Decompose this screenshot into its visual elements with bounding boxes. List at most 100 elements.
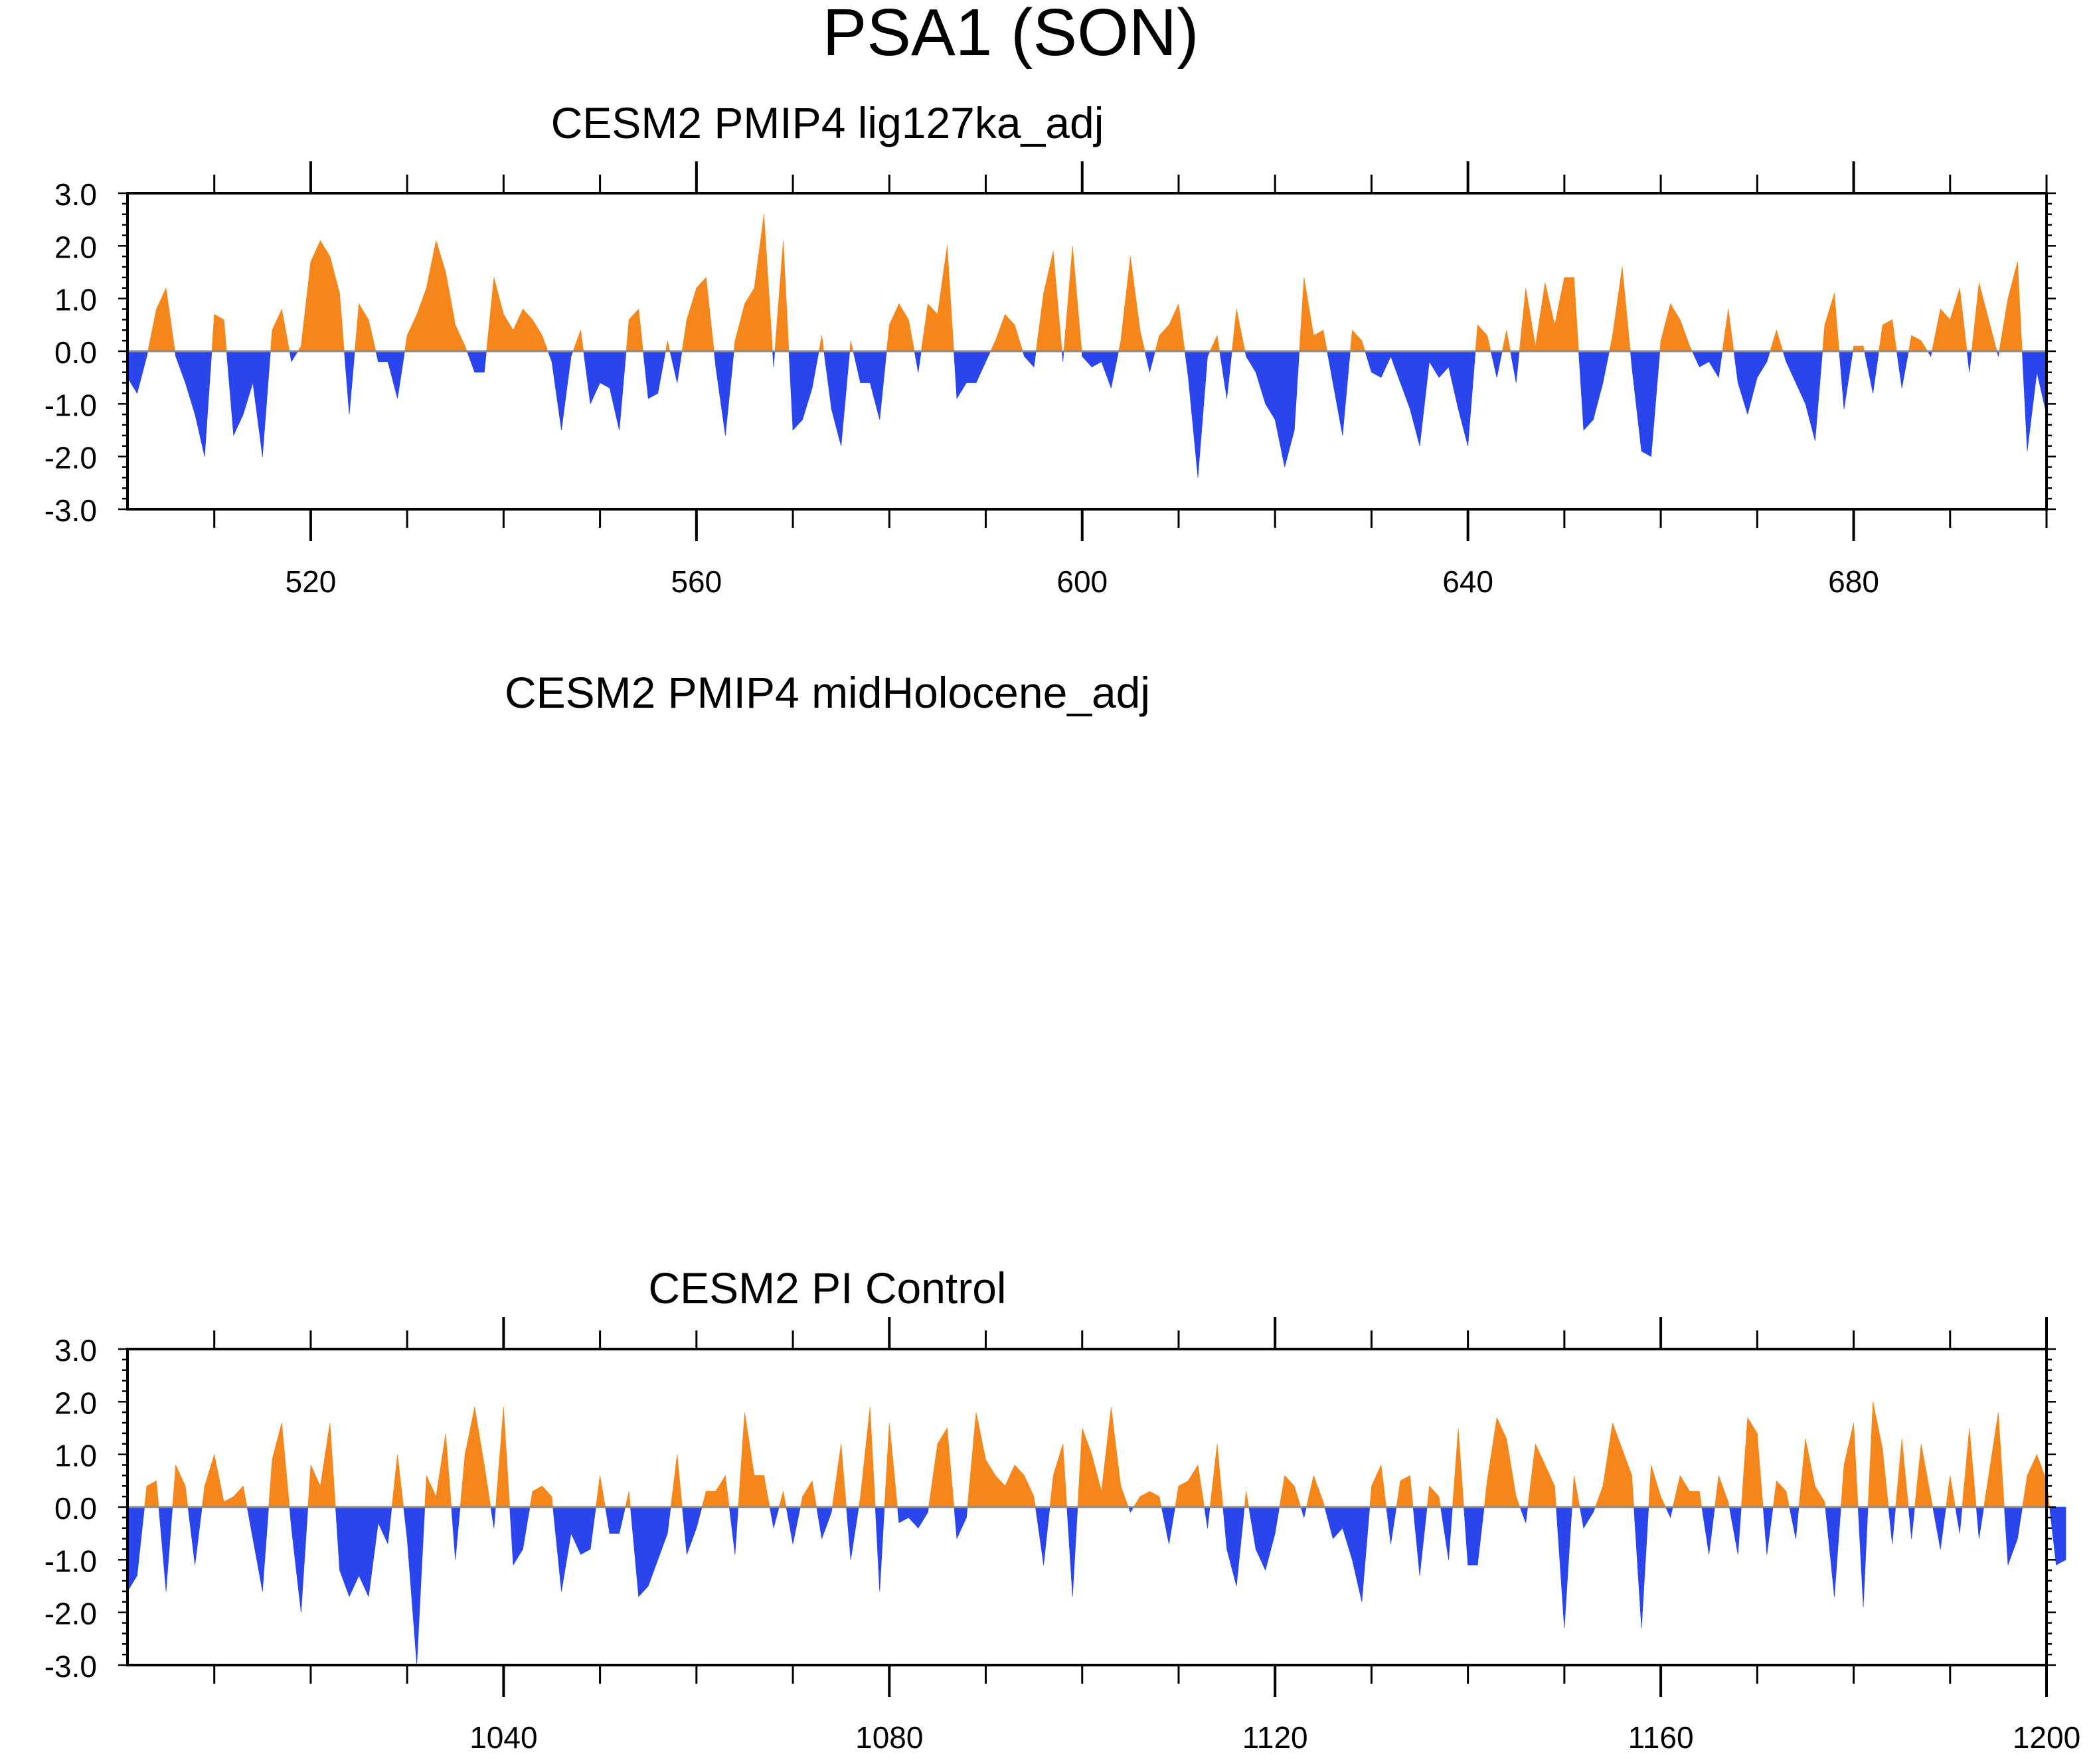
positive-area [416, 287, 427, 352]
positive-area [320, 1423, 331, 1508]
positive-area [1063, 246, 1073, 352]
positive-area [1483, 1481, 1487, 1508]
negative-area [2017, 1506, 2023, 1539]
negative-area [375, 351, 378, 362]
negative-area [1630, 351, 1632, 367]
negative-area [1579, 1506, 1584, 1528]
negative-area [918, 351, 922, 372]
positive-area [995, 314, 1005, 352]
positive-area [1679, 1475, 1690, 1508]
negative-area [368, 1506, 378, 1597]
positive-area [831, 1443, 841, 1508]
positive-area [1236, 309, 1246, 352]
negative-area [493, 1506, 496, 1528]
positive-area [1438, 1496, 1441, 1508]
positive-area [1209, 1443, 1218, 1508]
positive-area [474, 1407, 485, 1508]
negative-area [1111, 351, 1119, 388]
positive-area [754, 1475, 764, 1508]
positive-area [484, 1465, 491, 1508]
positive-area [1969, 1427, 1977, 1508]
anomaly-series [127, 214, 2047, 478]
negative-area [1815, 351, 1823, 441]
figure-title: PSA1 (SON) [823, 0, 1199, 70]
positive-area [1940, 308, 1951, 352]
y-tick-label: -2.0 [44, 441, 97, 475]
positive-area [532, 319, 543, 352]
positive-area [818, 335, 822, 352]
y-tick-label: -2.0 [44, 1597, 97, 1631]
positive-area [975, 1412, 986, 1508]
positive-area [464, 1407, 475, 1508]
positive-area [580, 330, 584, 352]
negative-area [509, 1506, 514, 1565]
negative-area [1419, 1506, 1428, 1576]
positive-area [1371, 1465, 1382, 1508]
positive-area [1670, 303, 1681, 352]
positive-area [1082, 1427, 1092, 1508]
x-tick-label: 1120 [1242, 1720, 1308, 1755]
negative-area [773, 351, 776, 367]
positive-area [1740, 1417, 1748, 1508]
negative-area [1265, 351, 1276, 421]
negative-area [1246, 351, 1256, 373]
negative-area [523, 1506, 531, 1550]
positive-area [310, 1465, 321, 1508]
positive-area [493, 277, 504, 352]
positive-area [1139, 1490, 1150, 1508]
negative-area [619, 1506, 626, 1534]
positive-area [404, 335, 408, 352]
positive-area [1660, 1496, 1666, 1508]
negative-area [195, 1506, 203, 1565]
negative-area [1564, 1506, 1572, 1629]
negative-area [1091, 351, 1102, 368]
positive-area [626, 319, 629, 352]
negative-area [897, 1506, 900, 1523]
positive-area [214, 313, 224, 352]
positive-area [1118, 341, 1122, 352]
y-tick-label: 0.0 [54, 1491, 97, 1526]
positive-area [1014, 325, 1023, 352]
positive-area [1648, 1465, 1651, 1508]
y-tick-label: 2.0 [54, 230, 97, 264]
positive-area [884, 1423, 890, 1508]
y-tick-label: -3.0 [44, 493, 97, 528]
negative-area [1448, 1506, 1453, 1560]
negative-area [1204, 1506, 1208, 1528]
negative-area [1342, 1506, 1353, 1560]
negative-area [821, 1506, 832, 1539]
panel-title: CESM2 PMIP4 midHolocene_adj [505, 668, 1150, 717]
positive-area [1962, 1427, 1970, 1508]
positive-area [1747, 1417, 1758, 1508]
negative-area [1226, 1506, 1237, 1587]
negative-area [823, 351, 832, 410]
positive-area [368, 319, 377, 352]
positive-area [1303, 277, 1314, 352]
negative-area [349, 1506, 359, 1597]
negative-area [669, 351, 678, 383]
positive-area [1410, 1475, 1414, 1508]
positive-area [1475, 325, 1478, 352]
x-tick-label: 1040 [469, 1720, 537, 1755]
negative-area [715, 351, 726, 436]
positive-area [701, 1491, 707, 1508]
negative-area [841, 351, 851, 446]
negative-area [185, 351, 195, 415]
negative-area [262, 1506, 269, 1591]
positive-area [947, 1427, 955, 1508]
positive-area [898, 303, 909, 352]
positive-area [201, 1486, 205, 1508]
positive-area [1867, 1402, 1873, 1508]
negative-area [682, 1506, 687, 1555]
negative-area [657, 351, 666, 394]
positive-area [1525, 287, 1536, 352]
positive-area [1892, 319, 1897, 352]
positive-area [1843, 1422, 1854, 1508]
positive-area [301, 262, 311, 352]
positive-area [1572, 1475, 1574, 1508]
negative-area [1979, 1506, 1984, 1539]
x-tick-label: 600 [1056, 564, 1108, 599]
negative-area [561, 1506, 572, 1591]
negative-area [918, 1506, 928, 1529]
positive-area [1209, 335, 1218, 352]
